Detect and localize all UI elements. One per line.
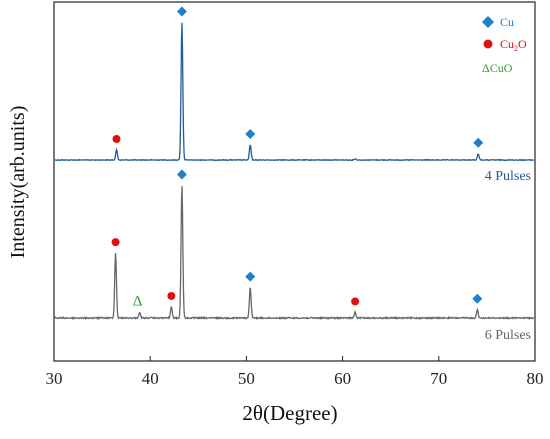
cu-diamond-icon — [472, 293, 483, 304]
x-tick-label: 40 — [142, 369, 159, 388]
x-axis-title: 2θ(Degree) — [242, 401, 337, 425]
cu2o-circle-icon — [111, 238, 120, 247]
legend-label-cu: Cu — [500, 15, 514, 29]
cu-diamond-icon — [473, 137, 484, 148]
cu-diamond-icon — [245, 129, 256, 139]
x-tick-label: 70 — [430, 369, 447, 388]
y-axis-title: Intensity(arb.units) — [7, 106, 29, 259]
cuo-delta-icon: Δ — [133, 293, 143, 309]
legend-diamond-icon — [482, 16, 494, 28]
series-line-6-pulses — [54, 186, 534, 321]
x-tick-label: 80 — [527, 369, 544, 388]
series-line-4-pulses — [54, 22, 535, 162]
series-label-6-pulses: 6 Pulses — [485, 328, 531, 343]
legend-label-cuo: ΔCuO — [482, 61, 513, 75]
cu-diamond-icon — [176, 6, 187, 17]
series-layer — [54, 22, 535, 321]
x-tick-label: 60 — [334, 369, 351, 388]
x-tick-label: 30 — [46, 369, 63, 388]
cu2o-circle-icon — [167, 291, 176, 300]
cu-diamond-icon — [176, 169, 187, 180]
plot-area-frame — [53, 1, 536, 362]
legend-label-cu2o: Cu2O — [500, 37, 527, 53]
cu2o-circle-icon — [351, 297, 360, 306]
cu2o-circle-icon — [112, 135, 121, 143]
legend-circle-icon — [483, 39, 493, 49]
x-tick-label: 50 — [238, 369, 255, 388]
x-axis-ticks: 30 40 50 60 70 80 — [46, 356, 544, 388]
legend: Cu Cu2O ΔCuO — [482, 15, 527, 75]
marker-layer: Δ — [111, 6, 484, 309]
cu-diamond-icon — [245, 271, 256, 282]
series-label-4-pulses: 4 Pulses — [485, 169, 531, 184]
